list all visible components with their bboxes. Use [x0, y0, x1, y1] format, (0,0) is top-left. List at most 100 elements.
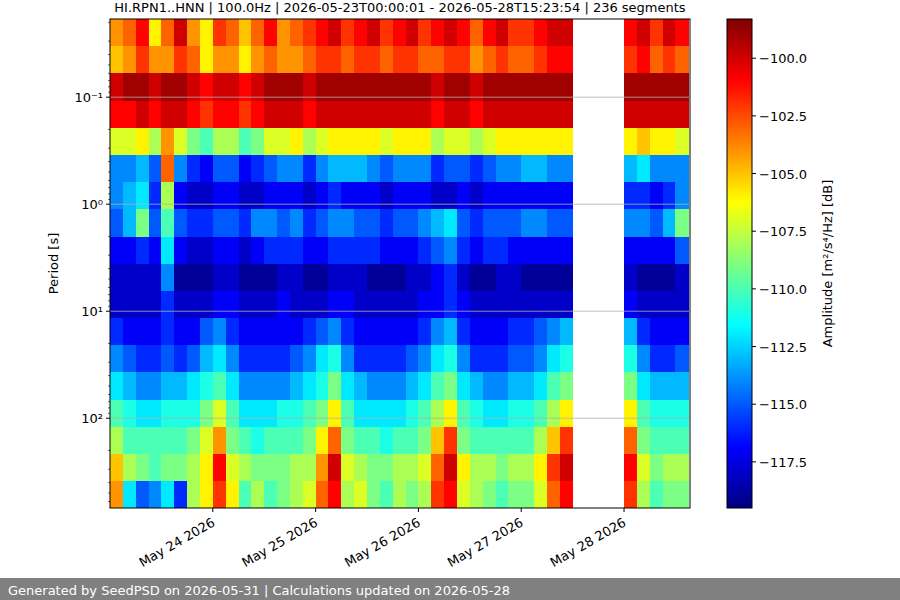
cell	[277, 400, 290, 428]
cell	[444, 155, 457, 183]
y-minor-tick	[108, 294, 110, 295]
y-minor-tick	[108, 64, 110, 65]
cell	[277, 291, 290, 319]
cell	[136, 345, 149, 373]
cell	[303, 481, 316, 508]
cell	[663, 427, 676, 455]
cell	[675, 101, 688, 129]
cell	[136, 209, 149, 237]
cell	[496, 237, 509, 265]
cell	[277, 155, 290, 183]
cell	[187, 264, 200, 292]
cell	[470, 237, 483, 265]
cell	[161, 101, 174, 129]
cell	[508, 481, 521, 508]
cell	[380, 128, 393, 156]
cell	[547, 19, 560, 47]
cell	[560, 264, 573, 292]
y-minor-tick	[108, 482, 110, 483]
cell	[341, 46, 354, 74]
cell	[341, 318, 354, 346]
y-minor-tick	[108, 306, 110, 307]
cell	[380, 209, 393, 237]
cell	[496, 128, 509, 156]
cell	[624, 481, 637, 508]
cell	[110, 209, 123, 237]
cell	[624, 345, 637, 373]
cell	[650, 264, 663, 292]
cell	[136, 454, 149, 482]
cell	[149, 427, 162, 455]
cell	[406, 454, 419, 482]
cell	[483, 400, 496, 428]
cell	[251, 345, 264, 373]
cell	[624, 19, 637, 47]
cell	[264, 155, 277, 183]
cell	[136, 264, 149, 292]
cell	[560, 372, 573, 400]
cell	[431, 209, 444, 237]
cell	[483, 427, 496, 455]
cell	[457, 182, 470, 210]
cell	[675, 427, 688, 455]
cell	[136, 128, 149, 156]
cell	[418, 19, 431, 47]
cell	[406, 19, 419, 47]
cell	[431, 427, 444, 455]
cell	[123, 427, 136, 455]
cell	[418, 427, 431, 455]
y-minor-tick	[108, 236, 110, 237]
cell	[123, 46, 136, 74]
cell	[624, 400, 637, 428]
cell	[650, 345, 663, 373]
cell	[123, 481, 136, 508]
cell	[637, 237, 650, 265]
cell	[264, 345, 277, 373]
cell	[290, 209, 303, 237]
y-minor-tick	[108, 22, 110, 23]
cell	[264, 454, 277, 482]
cell	[161, 400, 174, 428]
cell	[316, 237, 329, 265]
cell	[534, 155, 547, 183]
cell	[290, 155, 303, 183]
cell	[239, 19, 252, 47]
cell	[470, 454, 483, 482]
cell	[393, 101, 406, 129]
y-minor-tick	[108, 80, 110, 81]
cell	[354, 454, 367, 482]
y-tick-label: 10⁻¹	[74, 90, 103, 105]
cell	[675, 19, 688, 47]
cell	[341, 427, 354, 455]
cell	[508, 237, 521, 265]
cell	[624, 209, 637, 237]
colorbar-tick	[752, 173, 756, 174]
cell	[123, 345, 136, 373]
cell	[406, 372, 419, 400]
cell	[316, 345, 329, 373]
cell	[547, 155, 560, 183]
plot-frame	[110, 19, 690, 508]
cell	[303, 372, 316, 400]
cell	[380, 481, 393, 508]
y-minor-tick	[108, 187, 110, 188]
cell	[328, 454, 341, 482]
cell	[341, 101, 354, 129]
cell	[521, 237, 534, 265]
cell	[470, 264, 483, 292]
cell	[277, 46, 290, 74]
cell	[521, 101, 534, 129]
cell	[380, 264, 393, 292]
cell	[149, 46, 162, 74]
cell	[341, 237, 354, 265]
cell	[470, 400, 483, 428]
cell	[136, 19, 149, 47]
cell	[637, 400, 650, 428]
cell	[393, 237, 406, 265]
colorbar-tick	[752, 346, 756, 347]
cell	[457, 209, 470, 237]
cell	[418, 291, 431, 319]
y-minor-tick	[108, 407, 110, 408]
cell	[226, 345, 239, 373]
cell	[431, 128, 444, 156]
